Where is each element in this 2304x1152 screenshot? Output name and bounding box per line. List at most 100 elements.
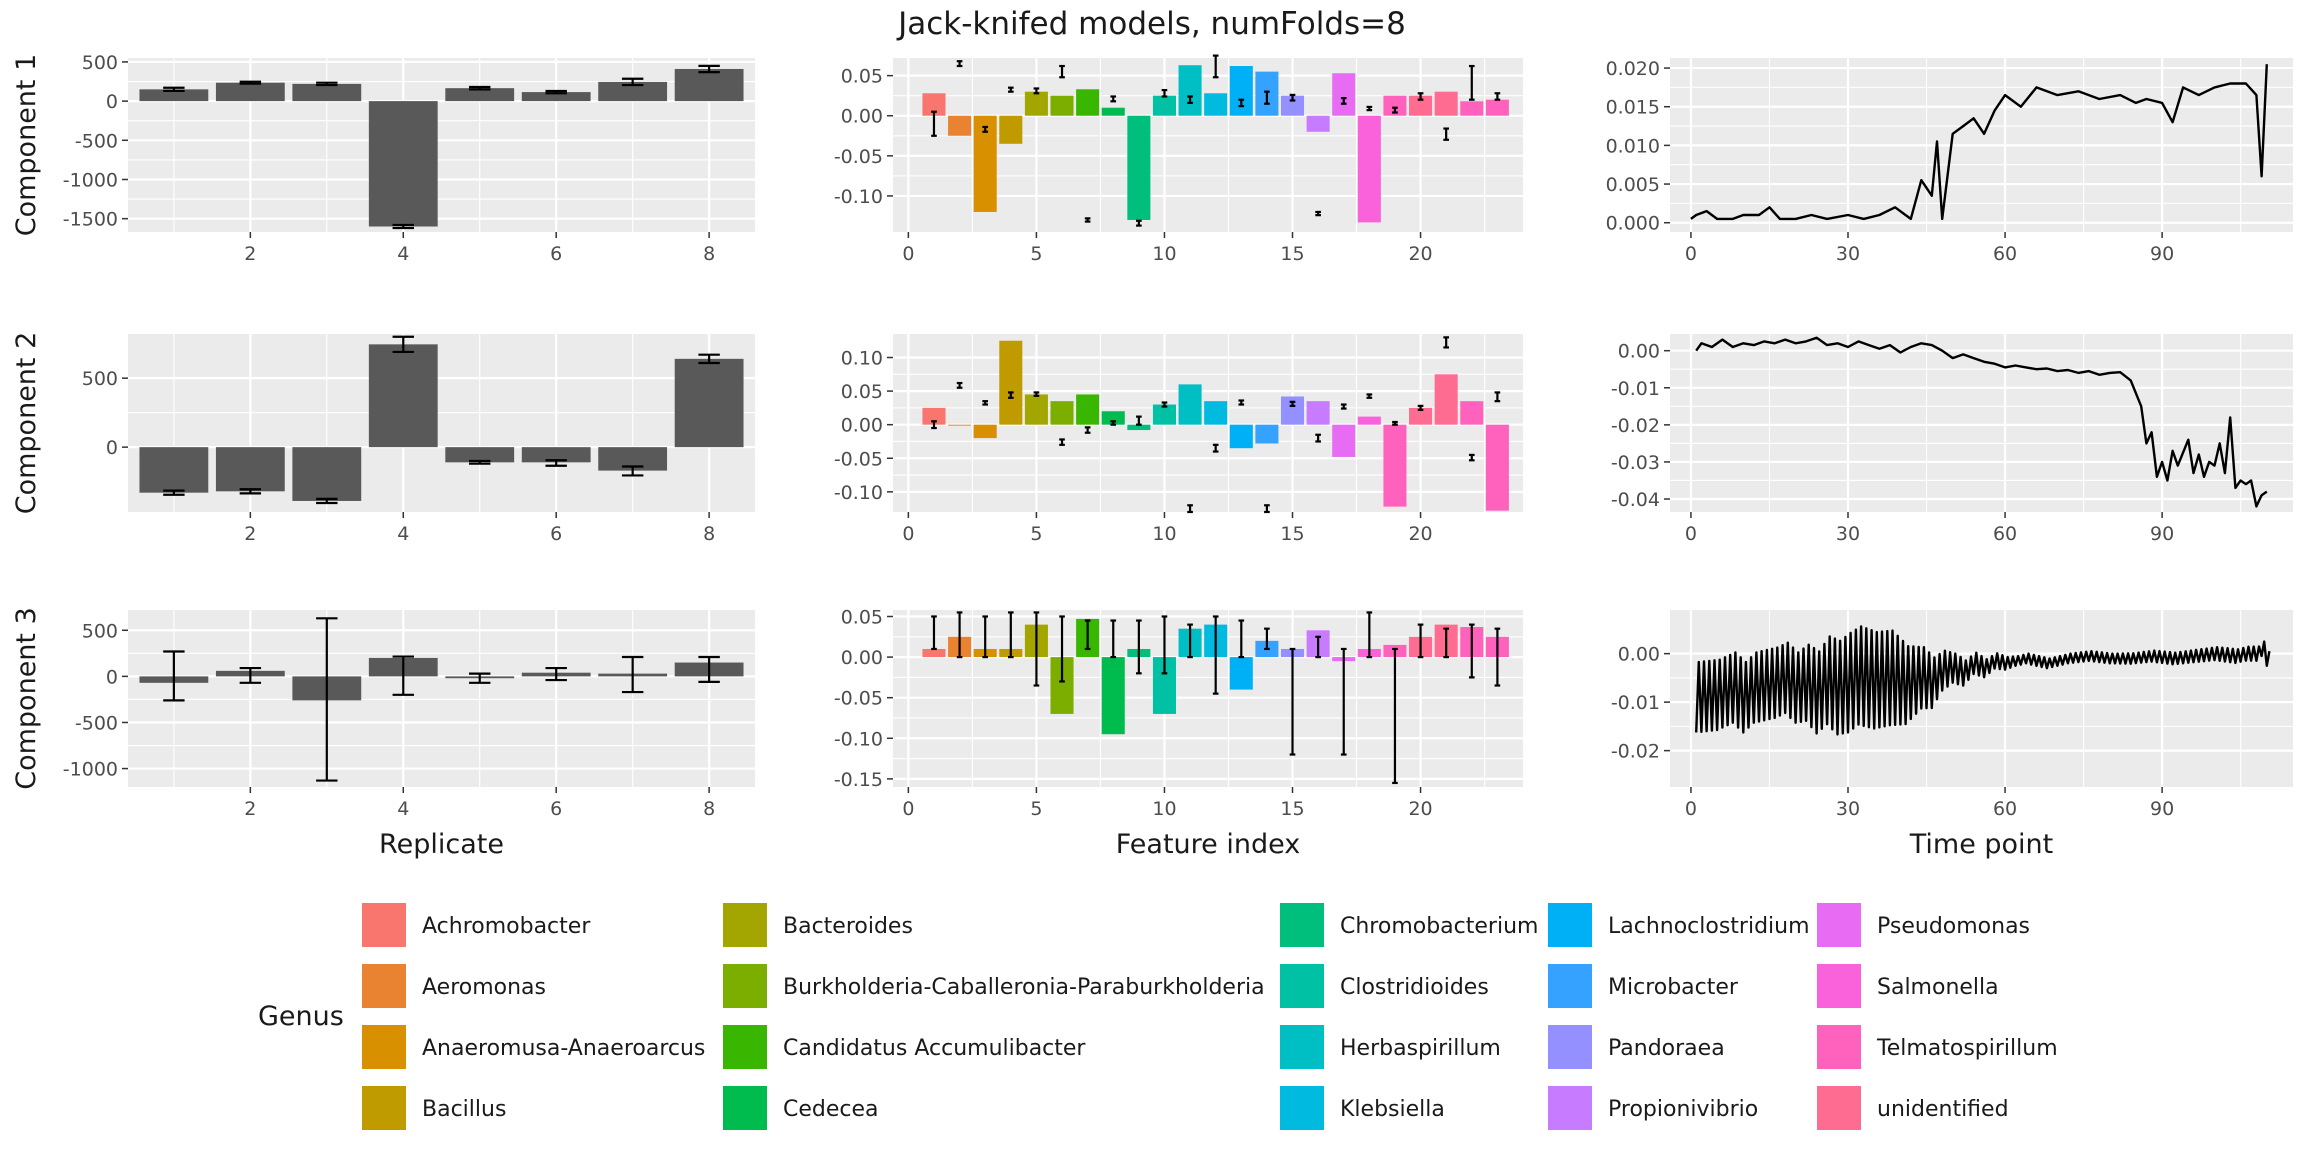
error-bar (1264, 627, 1270, 651)
legend-swatch (1817, 903, 1861, 947)
legend-entry: Microbacter (1548, 964, 1739, 1008)
bar (1076, 89, 1100, 116)
y-tick-label: -0.05 (834, 448, 883, 470)
legend-label: Propionivibrio (1608, 1097, 1758, 1122)
x-tick-label: 0 (902, 798, 914, 820)
bar (1306, 401, 1330, 425)
error-bar (1494, 92, 1501, 101)
y-tick-label: -500 (75, 130, 118, 152)
series-line (1695, 336, 2268, 508)
legend-label: Telmatospirillum (1876, 1036, 2058, 1061)
x-tick-label: 10 (1152, 523, 1176, 545)
legend-swatch (362, 1025, 406, 1069)
legend-label: Bacteroides (783, 914, 913, 939)
bar (598, 81, 668, 102)
legend-entry: Klebsiella (1280, 1086, 1445, 1130)
error-bar (1187, 623, 1193, 659)
legend-swatch (1548, 1086, 1592, 1130)
y-tick-label: 0 (106, 666, 118, 688)
x-tick-label: 0 (1685, 243, 1697, 265)
y-tick-label: -0.10 (834, 728, 883, 750)
legend-swatch (723, 903, 767, 947)
bar (1332, 424, 1356, 457)
error-bar (1315, 433, 1321, 443)
x-tick-label: 30 (1836, 523, 1860, 545)
legend-entry: Pseudomonas (1817, 903, 2030, 947)
legend-label: Anaeromusa-Anaeroarcus (422, 1036, 705, 1061)
legend-entry: Propionivibrio (1548, 1086, 1758, 1130)
y-tick-label: 0.00 (1618, 341, 1660, 363)
bar (922, 93, 946, 116)
legend-label: Lachnoclostridium (1608, 914, 1810, 939)
bar (948, 115, 972, 136)
x-tick-label: 30 (1836, 798, 1860, 820)
x-tick-label: 6 (550, 243, 562, 265)
x-tick-label: 6 (550, 798, 562, 820)
x-tick-label: 20 (1408, 243, 1432, 265)
bar (1229, 424, 1253, 449)
bar (1332, 73, 1356, 116)
legend-label: Cedecea (783, 1097, 879, 1122)
legend-entry: Herbaspirillum (1280, 1025, 1501, 1069)
bar (1178, 65, 1202, 116)
legend-swatch (1280, 964, 1324, 1008)
legend-label: Chromobacterium (1340, 914, 1538, 939)
y-tick-label: -0.05 (834, 688, 883, 710)
bar (1178, 384, 1202, 425)
x-tick-label: 0 (1685, 798, 1697, 820)
legend-entry: Telmatospirillum (1817, 1025, 2058, 1069)
bar (292, 447, 362, 501)
legend-label: Bacillus (422, 1097, 506, 1122)
error-bar (1110, 95, 1117, 103)
bar (973, 115, 997, 212)
bar (521, 92, 591, 102)
error-bar (1264, 504, 1270, 514)
y-tick-label: -0.10 (834, 482, 883, 504)
error-bar (1007, 611, 1014, 659)
bar (1306, 115, 1330, 132)
y-tick-label: -0.15 (834, 769, 883, 791)
error-bar (1366, 105, 1373, 112)
y-tick-label: -1500 (63, 209, 118, 231)
x-tick-label: 4 (397, 798, 409, 820)
bar (1229, 66, 1253, 116)
error-bar (1417, 623, 1424, 659)
error-bar (956, 381, 963, 389)
legend-swatch (1280, 1086, 1324, 1130)
legend-title: Genus (258, 1001, 344, 1032)
x-tick-label: 30 (1836, 243, 1860, 265)
error-bar (1366, 393, 1373, 399)
x-tick-label: 5 (1030, 798, 1042, 820)
error-bar (392, 223, 414, 230)
y-tick-label: 0.05 (841, 606, 883, 628)
x-tick-label: 6 (550, 523, 562, 545)
bar (999, 115, 1023, 144)
legend-swatch (723, 1025, 767, 1069)
error-bar (1110, 420, 1117, 426)
legend-label: Salmonella (1877, 975, 1999, 1000)
legend-swatch (1817, 1086, 1861, 1130)
error-bar (1161, 615, 1168, 675)
error-bar (1417, 404, 1424, 412)
bar (1152, 404, 1176, 425)
legend-entry: Achromobacter (362, 903, 591, 947)
bar (445, 447, 515, 463)
x-tick-label: 20 (1408, 798, 1432, 820)
panel-background (128, 610, 755, 787)
bar (1460, 401, 1484, 425)
legend-label: Achromobacter (422, 914, 591, 939)
error-bar (163, 489, 185, 496)
legend-label: Pseudomonas (1877, 914, 2030, 939)
x-tick-label: 10 (1152, 798, 1176, 820)
x-tick-label: 0 (902, 243, 914, 265)
error-bar (931, 420, 937, 430)
error-bar (931, 110, 937, 137)
legend-entry: Chromobacterium (1280, 903, 1538, 947)
bar (1127, 115, 1151, 220)
error-bar (1161, 88, 1168, 98)
legend-entry: unidentified (1817, 1086, 2009, 1130)
bar (1383, 95, 1407, 116)
y-tick-label: 0.00 (841, 647, 883, 669)
error-bar (1136, 619, 1142, 675)
panel-background (893, 58, 1523, 232)
